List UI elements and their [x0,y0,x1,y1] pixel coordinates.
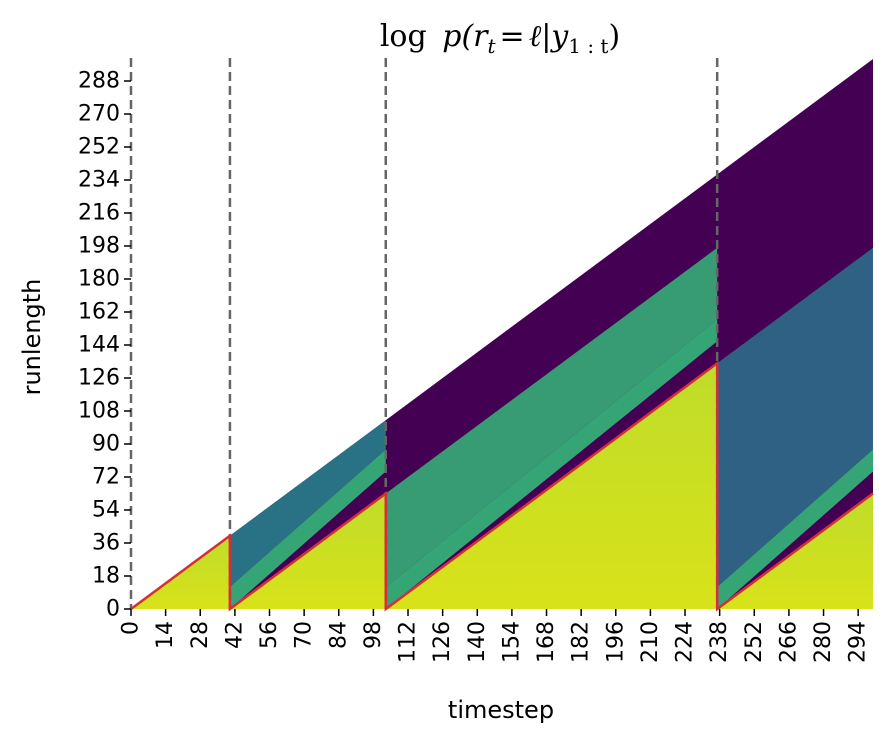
x-tick-label: 126 [430,621,455,663]
y-axis: 0 18 36 54 72 90 108 126 144 162 180 198 216 234 252 27… [78,69,131,622]
y-tick-label: 72 [92,465,120,490]
x-tick-label: 14 [153,621,178,649]
y-tick-label: 252 [78,135,120,160]
x-tick-label: 140 [465,621,490,663]
y-axis-label: runlength [18,279,46,396]
x-tick-label: 280 [811,621,836,663]
x-tick-label: 238 [707,621,732,663]
x-tick-label: 224 [673,621,698,663]
y-tick-label: 198 [78,234,120,259]
y-tick-label: 90 [92,432,120,457]
map-runlength-line [130,360,874,612]
y-tick-label: 162 [78,300,120,325]
heatmap-mid-band [385,319,718,609]
x-tick-label: 294 [846,621,871,663]
x-tick-label: 84 [326,621,351,649]
x-tick-label: 196 [603,621,628,663]
x-tick-label: 154 [499,621,524,663]
y-tick-label: 108 [78,399,120,424]
x-tick-label: 98 [361,621,386,649]
x-tick-label: 70 [292,621,317,649]
heatmap-mid-band [717,247,873,588]
y-tick-label: 36 [92,531,120,556]
y-tick-label: 144 [78,333,120,358]
x-tick-label: 210 [638,621,663,663]
y-tick-label: 126 [78,366,120,391]
x-tick-label: 182 [569,621,594,663]
y-tick-label: 270 [78,102,120,127]
x-axis: 0 14 28 42 56 70 84 98 112 126 140 154 168 182 196 210 2… [119,609,871,663]
x-tick-label: 252 [742,621,767,663]
y-tick-label: 54 [92,498,120,523]
y-tick-label: 18 [92,564,120,589]
x-tick-label: 56 [257,621,282,649]
x-tick-label: 0 [119,621,144,635]
x-tick-label: 42 [222,621,247,649]
x-tick-label: 112 [396,621,421,663]
x-tick-label: 168 [534,621,559,663]
y-tick-label: 216 [78,201,120,226]
x-tick-label: 266 [776,621,801,663]
y-tick-label: 0 [106,597,120,622]
y-tick-label: 234 [78,168,120,193]
x-tick-label: 28 [188,621,213,649]
heatmap-mid-band [229,449,386,609]
heatmap-mid-band [385,247,718,588]
x-axis-label: timestep [448,696,554,724]
heatmap-mid-band [717,449,873,609]
heatmap-body [131,59,873,609]
heatmap-mid-bands [229,247,873,609]
changepoint-lines [129,58,719,609]
chart-title: log p(rt = ℓ|y1 : t) [380,19,620,58]
y-tick-label: 288 [78,69,120,94]
heatmap-mid-band [229,420,386,587]
y-tick-label: 180 [78,267,120,292]
